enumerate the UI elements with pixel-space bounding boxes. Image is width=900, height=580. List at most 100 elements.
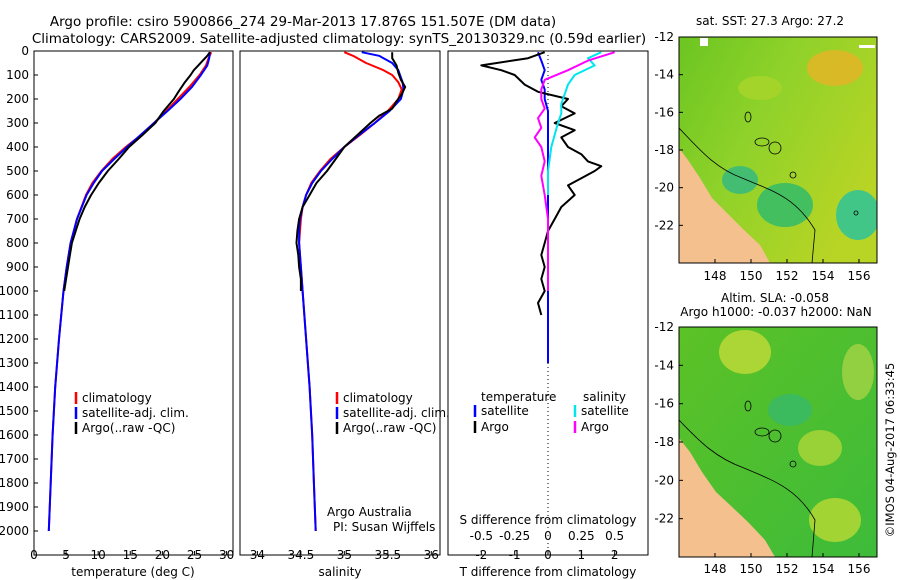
legend-header-temperature: temperature — [481, 390, 556, 404]
legend-label-climatology: climatology — [343, 391, 413, 405]
y-tick-label: 700 — [6, 212, 29, 226]
difference-top-xlabel: S difference from climatology — [460, 513, 637, 527]
sst-cool-patch — [757, 183, 813, 227]
y-tick-label: 300 — [6, 116, 29, 130]
top-x-tick-label: 0.5 — [605, 529, 624, 543]
legend-label-temperature-argo: Argo — [481, 420, 509, 434]
x-tick-label: 5 — [62, 548, 70, 562]
sst-map-axes: 148 150 152 154 156 -12 -14 -16 -18 -20 -22 — [654, 30, 870, 283]
difference-xlabel: T difference from climatology — [459, 565, 637, 579]
difference-series — [480, 51, 616, 363]
sla-high-patch — [798, 430, 842, 466]
sst-cool-patch — [836, 190, 877, 240]
series-line-4 — [533, 51, 616, 291]
sla-low-patch — [768, 394, 812, 426]
reef-contour — [744, 400, 752, 412]
reef-contour — [754, 427, 770, 437]
map-y-tick-label: -14 — [654, 358, 674, 372]
map-y-tick-label: -14 — [654, 68, 674, 82]
map-y-tick-label: -12 — [654, 30, 674, 44]
map-y-tick-label: -16 — [654, 397, 674, 411]
series-line-3 — [547, 51, 602, 195]
sla-high-patch — [719, 330, 771, 374]
legend-label-satellite: satellite-adj. clim. — [343, 406, 450, 420]
legend-label-argo: Argo(..raw -QC) — [82, 421, 175, 435]
sla-map-subtitle: Argo h1000: -0.037 h2000: NaN — [680, 305, 872, 319]
sla-high-patch — [809, 498, 861, 542]
y-tick-label: 200 — [6, 92, 29, 106]
salinity-x-axis: 34 34.5 35 35.5 36 — [250, 548, 439, 562]
salinity-panel: 34 34.5 35 35.5 36 climatology satellite-adj… — [239, 50, 450, 579]
map-x-tick-label: 154 — [812, 269, 835, 283]
temperature-panel: 0100200300400500600700800900100011001200… — [0, 44, 234, 579]
y-tick-label: 1200 — [0, 332, 29, 346]
imos-timestamp: ©IMOS 04-Aug-2017 06:33:45 — [883, 363, 897, 538]
map-x-tick-label: 156 — [848, 269, 871, 283]
map-y-tick-label: -12 — [654, 320, 674, 334]
missing-data-patch — [859, 45, 875, 48]
map-x-tick-label: 156 — [848, 562, 871, 576]
x-tick-label: 36 — [424, 548, 439, 562]
x-tick-label: -1 — [509, 548, 521, 562]
x-tick-label: 34 — [250, 548, 265, 562]
x-tick-label: 30 — [219, 548, 234, 562]
y-tick-label: 600 — [6, 188, 29, 202]
y-tick-label: 1900 — [0, 500, 29, 514]
y-tick-label: 800 — [6, 236, 29, 250]
reef-contour — [744, 111, 752, 123]
top-x-tick-label: 0.25 — [568, 529, 595, 543]
bathymetry-contour — [679, 127, 816, 263]
legend-label-argo: Argo(..raw -QC) — [343, 421, 436, 435]
reef-contour — [768, 429, 782, 443]
x-tick-label: 0 — [30, 548, 38, 562]
y-tick-label: 1300 — [0, 356, 29, 370]
map-x-tick-label: 154 — [812, 562, 835, 576]
x-tick-label: 25 — [187, 548, 202, 562]
reef-contour — [853, 210, 859, 216]
y-tick-label: 1800 — [0, 476, 29, 490]
x-tick-label: 1 — [578, 548, 586, 562]
map-x-tick-label: 150 — [740, 269, 763, 283]
title-line-2: Climatology: CARS2009. Satellite-adjuste… — [32, 31, 646, 47]
y-tick-label: 2000 — [0, 524, 29, 538]
legend-header-salinity: salinity — [583, 390, 626, 404]
y-tick-label: 500 — [6, 164, 29, 178]
x-tick-label: -2 — [475, 548, 487, 562]
legend-label-satellite: satellite-adj. clim. — [82, 406, 189, 420]
sst-warm-patch — [738, 76, 782, 100]
y-tick-label: 1100 — [0, 308, 29, 322]
series-line-2 — [47, 52, 211, 532]
difference-x-axis: -2 -1 0 1 2 -0.5 -0.25 0 0.25 0.5 — [470, 529, 625, 562]
land-queensland — [679, 438, 775, 557]
map-x-tick-label: 152 — [776, 562, 799, 576]
credit-pi: PI: Susan Wijffels — [333, 520, 435, 534]
sla-map-title: Altim. SLA: -0.058 — [721, 291, 829, 305]
map-y-tick-label: -18 — [654, 143, 674, 157]
sla-map: Altim. SLA: -0.058 Argo h1000: -0.037 h2… — [654, 291, 878, 576]
land-queensland — [679, 148, 770, 263]
sst-map-title: sat. SST: 27.3 Argo: 27.2 — [696, 14, 844, 28]
x-tick-label: 35.5 — [374, 548, 401, 562]
y-tick-label: 1000 — [0, 284, 29, 298]
sla-high-patch — [842, 344, 874, 400]
map-x-tick-label: 148 — [704, 562, 727, 576]
legend-label-salinity-argo: Argo — [581, 420, 609, 434]
sst-cool-patch — [722, 166, 758, 194]
top-x-tick-label: 0 — [544, 529, 552, 543]
y-tick-label: 1400 — [0, 380, 29, 394]
y-tick-label: 1600 — [0, 428, 29, 442]
map-x-tick-label: 152 — [776, 269, 799, 283]
x-tick-label: 0 — [544, 548, 552, 562]
series-line-2 — [480, 51, 603, 316]
sst-warm-patch — [807, 50, 863, 86]
temperature-axes-frame — [33, 50, 234, 556]
salinity-legend: climatology satellite-adj. clim. Argo(..… — [335, 391, 450, 435]
series-line-3 — [63, 51, 211, 292]
x-tick-label: 20 — [155, 548, 170, 562]
title-line-1: Argo profile: csiro 5900866_274 29-Mar-2… — [50, 14, 556, 30]
y-tick-label: 100 — [6, 68, 29, 82]
x-tick-label: 15 — [123, 548, 138, 562]
legend-label-temperature-satellite: satellite — [481, 404, 529, 418]
credit-organisation: Argo Australia — [327, 505, 412, 519]
map-x-tick-label: 148 — [704, 269, 727, 283]
